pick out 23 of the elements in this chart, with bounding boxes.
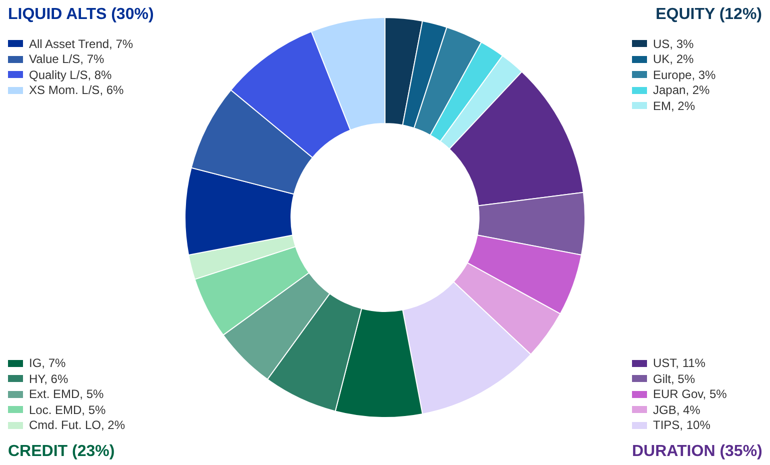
legend-label: UK, 2%: [653, 52, 694, 66]
legend-label: All Asset Trend, 7%: [29, 36, 134, 51]
legend-label: Ext. EMD, 5%: [29, 387, 104, 402]
text: CREDIT (23%): [8, 443, 116, 461]
legend-label: Europe, 3%: [653, 68, 716, 82]
legend-label: US, 3%: [653, 36, 694, 51]
legend-label: EUR Gov, 5%: [653, 387, 727, 402]
text: LIQUID ALTS (30%): [8, 6, 155, 24]
legend-label: IG, 7%: [29, 356, 66, 370]
legend-label: Japan, 2%: [653, 83, 710, 98]
legend-label: JGB, 4%: [653, 402, 700, 417]
legend-label: Loc. EMD, 5%: [29, 402, 106, 417]
legend-label: TIPS, 10%: [653, 418, 710, 432]
legend-label: Gilt, 5%: [653, 372, 696, 386]
legend-label: UST, 11%: [653, 356, 706, 370]
legend-label: Value L/S, 7%: [29, 52, 104, 66]
legend-label: XS Mom. L/S, 6%: [29, 83, 124, 98]
text: EQUITY (12%): [654, 6, 762, 24]
legend-label: Cmd. Fut. LO, 2%: [29, 418, 126, 432]
text: DURATION (35%): [632, 443, 762, 461]
legend-label: EM, 2%: [653, 98, 696, 113]
legend-label: HY, 6%: [29, 372, 68, 386]
legend-label: Quality L/S, 8%: [29, 68, 112, 82]
